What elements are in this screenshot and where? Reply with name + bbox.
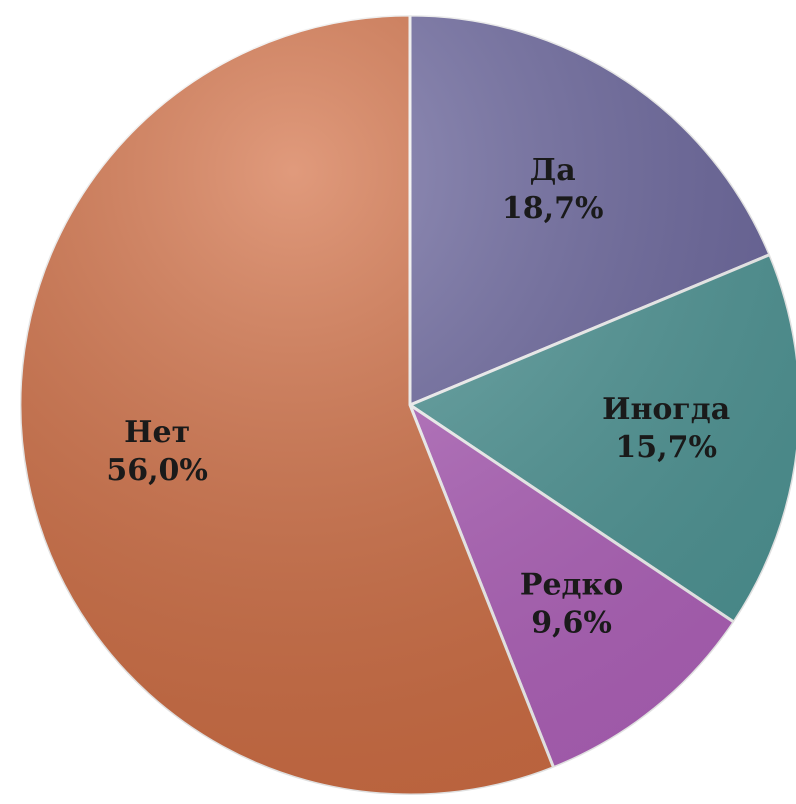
slice-label: Иногда [602, 392, 730, 427]
slice-value-label: 56,0% [106, 453, 208, 488]
slice-value-label: 9,6% [531, 605, 612, 640]
slice-label: Редко [520, 567, 623, 602]
slice-label: Нет [124, 415, 190, 450]
slice-value-label: 15,7% [615, 430, 717, 465]
slice-label: Да [530, 153, 576, 188]
slice-value-label: 18,7% [502, 191, 604, 226]
